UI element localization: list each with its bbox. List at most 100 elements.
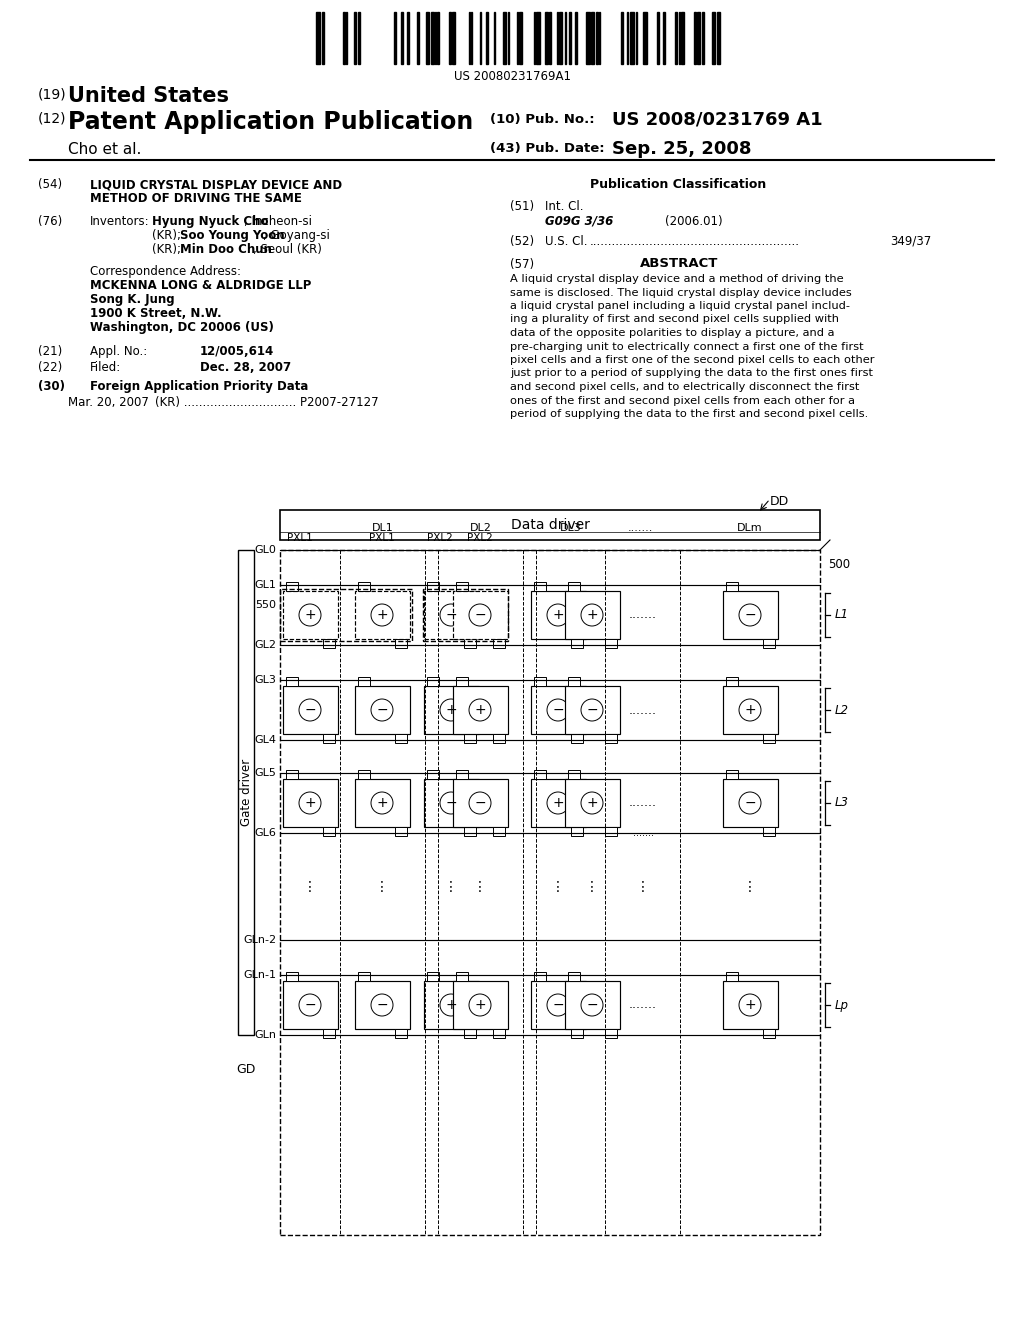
Bar [394,734,407,743]
Bar [323,734,335,743]
Bar [316,12,319,63]
Bar [427,677,438,686]
Text: ⋮: ⋮ [636,879,650,894]
Text: (22): (22) [38,360,62,374]
Text: (57): (57) [510,257,535,271]
Text: DL3: DL3 [560,523,582,533]
Text: Foreign Application Priority Data: Foreign Application Priority Data [90,380,308,393]
Bar [534,770,546,779]
Text: DLm: DLm [737,523,763,533]
Bar [596,12,598,63]
Text: just prior to a period of supplying the data to the first ones first: just prior to a period of supplying the … [510,368,873,379]
Bar [567,677,580,686]
Text: −: − [552,704,564,717]
Bar [534,972,546,981]
Bar [401,12,403,63]
Bar [569,12,571,63]
Text: Gate driver: Gate driver [240,759,253,826]
Bar [357,972,370,981]
Text: (19): (19) [38,88,67,102]
Bar [530,981,586,1030]
Text: +: + [586,609,598,622]
Bar [564,591,620,639]
Text: Correspondence Address:: Correspondence Address: [90,265,241,279]
Text: DD: DD [770,495,790,508]
Bar [681,12,684,63]
Bar [694,12,696,63]
Text: Dec. 28, 2007: Dec. 28, 2007 [200,360,291,374]
Text: GLn: GLn [254,1030,276,1040]
Bar [545,12,548,63]
Bar [354,12,356,63]
Bar [286,582,298,591]
Bar [575,12,577,63]
Text: GL4: GL4 [254,735,276,744]
Text: −: − [552,998,564,1012]
Text: PXL1: PXL1 [369,533,395,543]
Bar [456,972,468,981]
Bar [493,639,505,648]
Text: +: + [474,998,485,1012]
Text: L1: L1 [835,609,849,622]
Text: period of supplying the data to the first and second pixel cells.: period of supplying the data to the firs… [510,409,868,418]
Text: −: − [474,609,485,622]
Bar [570,639,583,648]
Text: +: + [552,609,564,622]
Bar [536,12,540,63]
Text: +: + [376,609,388,622]
Text: L2: L2 [835,704,849,717]
Bar [549,12,551,63]
Bar [486,12,488,63]
Bar [280,510,820,540]
Bar [723,686,777,734]
Text: (54): (54) [38,178,62,191]
Bar [427,770,438,779]
Bar [417,12,419,63]
Text: GLn-2: GLn-2 [243,935,276,945]
Bar [280,589,412,642]
Bar [424,779,478,828]
Bar [702,12,705,63]
Text: (21): (21) [38,345,62,358]
Text: , Incheon-si: , Incheon-si [244,215,312,228]
Text: (10) Pub. No.:: (10) Pub. No.: [490,114,595,125]
Text: ⋮: ⋮ [444,879,458,894]
Bar [723,779,777,828]
Bar [493,734,505,743]
Text: GL0: GL0 [254,545,276,554]
Bar [426,12,429,63]
Text: (43) Pub. Date:: (43) Pub. Date: [490,143,604,154]
Bar [354,779,410,828]
Bar [567,972,580,981]
Text: −: − [304,998,315,1012]
Bar [763,1030,774,1038]
Text: GL2: GL2 [254,640,276,649]
Text: ⋮: ⋮ [303,879,317,894]
Bar [464,734,475,743]
Bar [286,677,298,686]
Text: United States: United States [68,86,229,106]
Text: PXL1: PXL1 [287,533,313,543]
Bar [437,12,439,63]
Bar [567,770,580,779]
Text: −: − [304,704,315,717]
Text: +: + [445,998,457,1012]
Text: −: − [376,998,388,1012]
Text: ABSTRACT: ABSTRACT [640,257,719,271]
Bar [453,591,508,639]
Bar [564,686,620,734]
Text: Soo Young Yoon: Soo Young Yoon [180,228,285,242]
Text: DL2: DL2 [470,523,492,533]
Bar [725,972,737,981]
Bar [354,686,410,734]
Text: LIQUID CRYSTAL DISPLAY DEVICE AND: LIQUID CRYSTAL DISPLAY DEVICE AND [90,178,342,191]
Text: +: + [445,704,457,717]
Bar [493,1030,505,1038]
Bar [394,828,407,836]
Text: GLn-1: GLn-1 [243,970,276,979]
Bar [503,12,506,63]
Text: L3: L3 [835,796,849,809]
Text: 550: 550 [255,601,276,610]
Bar [630,12,634,63]
Bar [323,1030,335,1038]
